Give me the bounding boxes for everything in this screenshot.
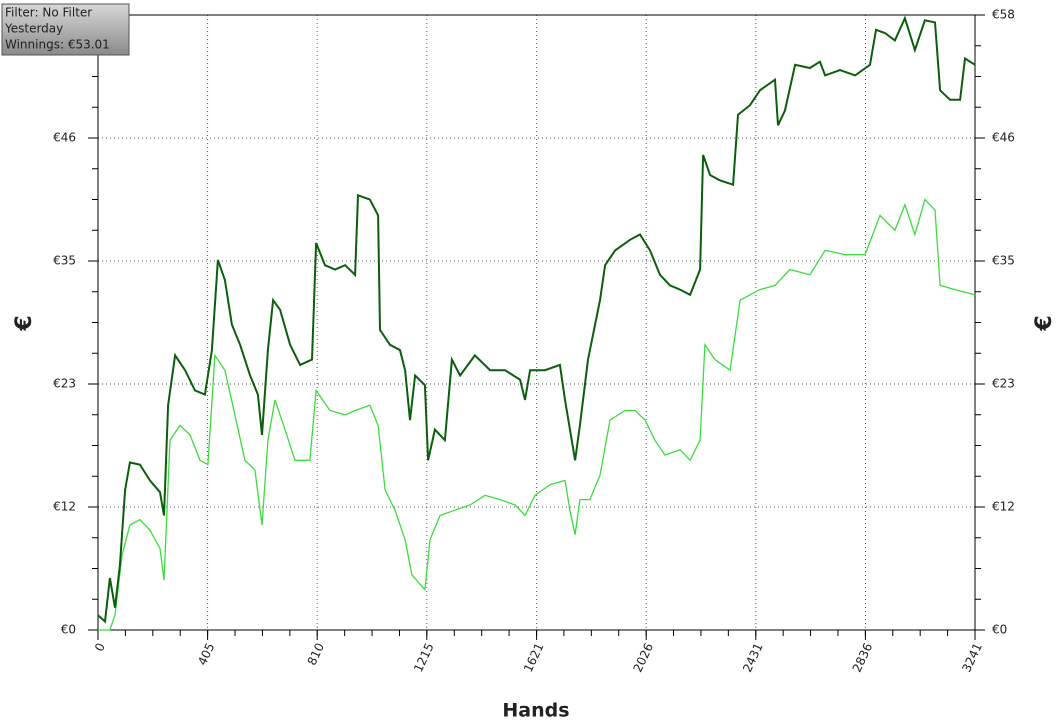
x-tick-label: 1621 [521,641,547,675]
axis-frame [97,14,976,631]
series-line [98,198,976,631]
y-tick-label: €0 [61,623,76,637]
x-axis-title: Hands [502,700,569,722]
y2-axis-title: € [1032,315,1057,331]
info-text: Winnings: €53.01 [5,38,110,52]
plot-area: €0€0€12€12€23€23€35€35€46€46€58€58040581… [53,8,1015,675]
y-tick-label: €35 [53,254,76,268]
x-tick-label: 810 [305,641,327,668]
x-tick-label: 1215 [411,641,437,675]
y-tick-label: €12 [53,500,76,514]
info-box [1,3,130,56]
info-text: Filter: No Filter [5,6,92,20]
y2-tick-label: €35 [992,254,1015,268]
y-tick-label: €46 [53,131,76,145]
y2-tick-label: €12 [992,500,1015,514]
y2-tick-label: €0 [992,623,1007,637]
y-axis-title: € [12,315,37,331]
info-text: Yesterday [4,22,63,36]
series-line [97,15,976,624]
y2-tick-label: €23 [992,377,1015,391]
x-tick-label: 0 [92,641,108,654]
y-tick-label: €23 [53,377,76,391]
x-tick-label: 2431 [740,641,766,675]
x-tick-label: 2836 [850,641,876,675]
x-tick-label: 3241 [959,641,985,675]
x-tick-label: 2026 [631,641,657,675]
x-tick-label: 405 [195,641,217,668]
y2-tick-label: €58 [992,8,1015,22]
y2-tick-label: €46 [992,131,1015,145]
